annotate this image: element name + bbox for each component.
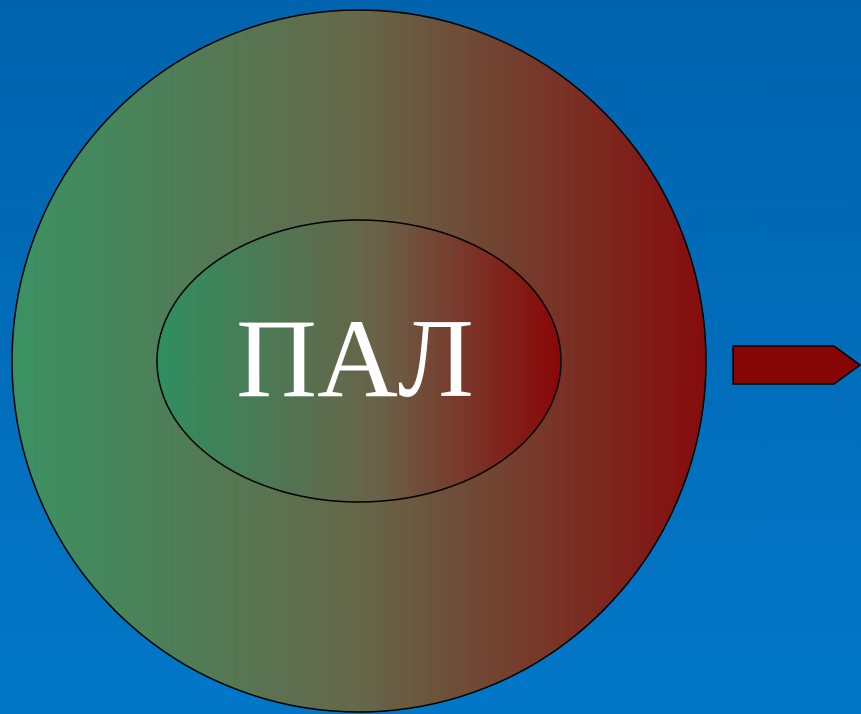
inner-ellipse	[156, 219, 562, 503]
arrow	[732, 345, 861, 385]
label: ПАЛ	[236, 297, 474, 421]
